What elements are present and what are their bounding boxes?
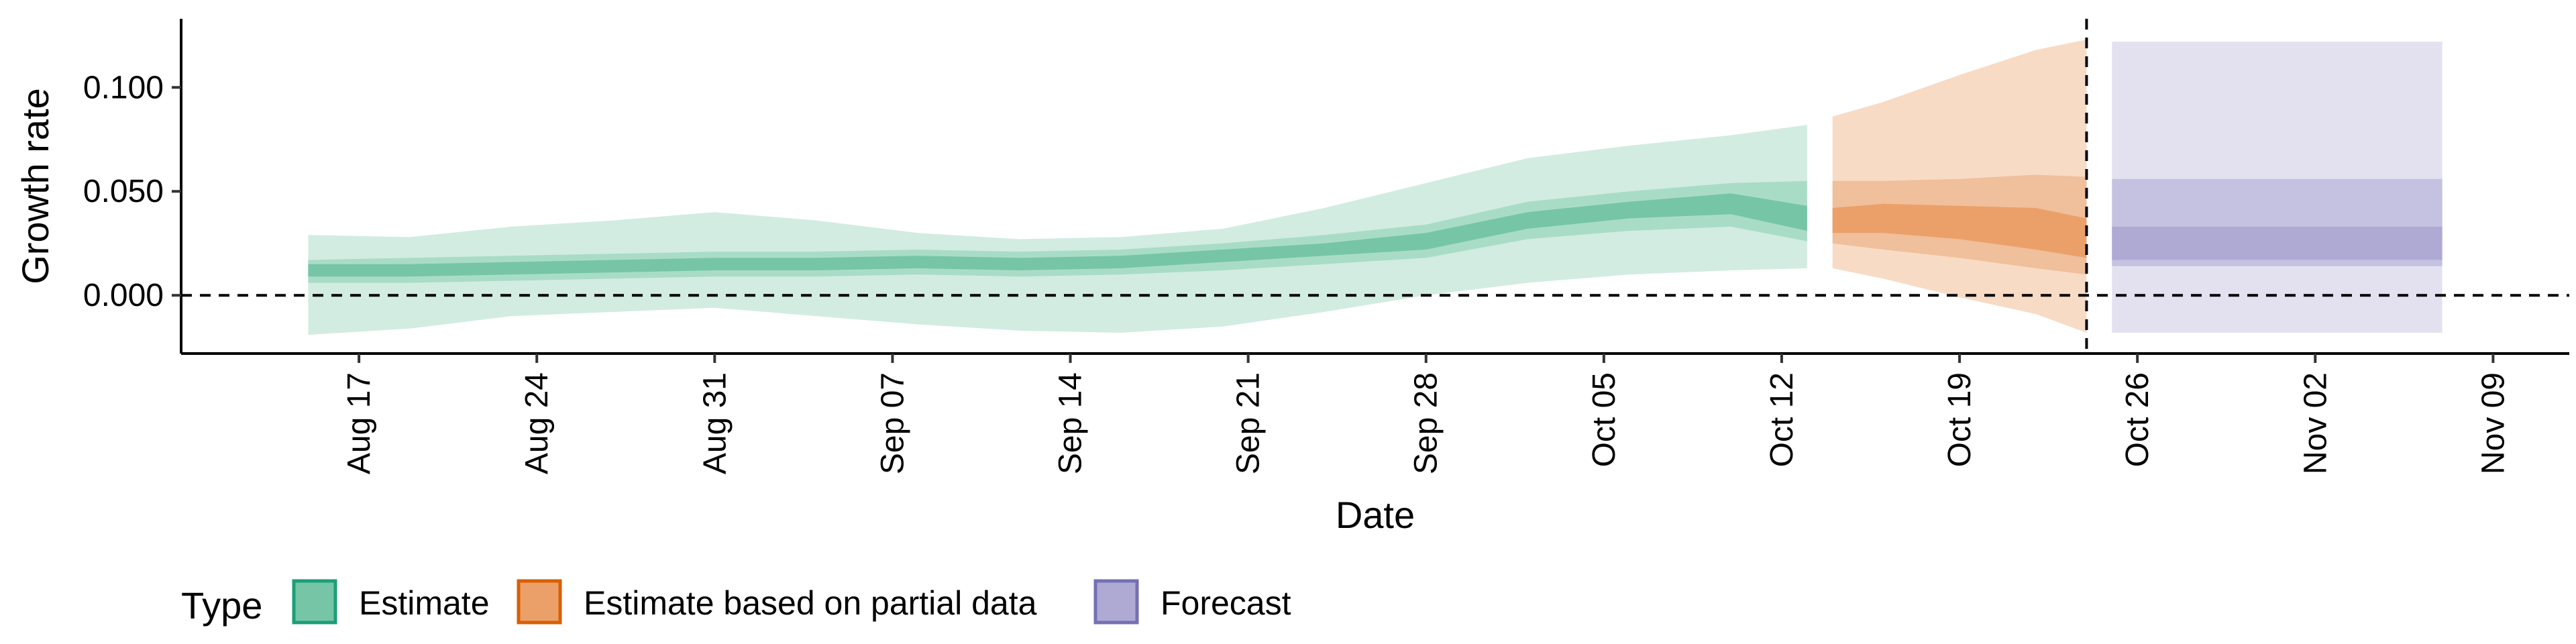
x-tick-label: Sep 14 — [1053, 372, 1089, 474]
legend-key-forecast — [1093, 579, 1139, 625]
x-axis-title: Date — [1336, 494, 1415, 536]
forecast-band-20 — [2112, 226, 2443, 260]
legend-key-estimate — [292, 579, 337, 625]
chart-axes — [180, 19, 2569, 355]
x-tick-label: Sep 28 — [1409, 372, 1444, 474]
x-tick-label: Oct 12 — [1764, 372, 1800, 467]
x-tick-label: Oct 05 — [1587, 372, 1622, 467]
legend: Type Estimate Estimate based on partial d… — [181, 579, 1291, 627]
legend-title: Type — [181, 584, 262, 627]
chart-bands — [308, 40, 2443, 335]
reference-lines — [181, 19, 2569, 354]
x-tick-label: Aug 31 — [697, 372, 733, 474]
y-axis-title: Growth rate — [14, 88, 56, 284]
x-tick-label: Aug 24 — [519, 372, 555, 474]
legend-label-estimate: Estimate — [359, 584, 490, 622]
x-tick-label: Sep 07 — [875, 372, 910, 474]
legend-label-forecast: Forecast — [1161, 584, 1291, 622]
x-tick-label: Oct 26 — [2120, 372, 2155, 467]
x-tick-label: Sep 21 — [1231, 372, 1267, 474]
chart-ticks: 0.000 0.050 0.100 Aug 17 Aug 24 Aug 31 Sep 07 S… — [83, 70, 2512, 474]
estimate-band-20 — [308, 193, 1807, 277]
estimate-band-50 — [308, 180, 1807, 283]
legend-key-estimate-based-on-partial-data — [517, 579, 562, 625]
x-tick-label: Oct 19 — [1942, 372, 1978, 467]
legend-label-estimate-based-on-partial-data: Estimate based on partial data — [584, 584, 1037, 622]
x-tick-label: Aug 17 — [341, 372, 377, 474]
y-tick-label: 0.100 — [83, 70, 164, 105]
estimate-based-on-partial-data-band-20 — [1832, 203, 2087, 258]
estimate-band-90 — [308, 125, 1807, 335]
y-tick-label: 0.000 — [83, 278, 164, 313]
y-tick-label: 0.050 — [83, 174, 164, 209]
x-tick-label: Nov 09 — [2475, 372, 2511, 474]
x-tick-label: Nov 02 — [2298, 372, 2333, 474]
